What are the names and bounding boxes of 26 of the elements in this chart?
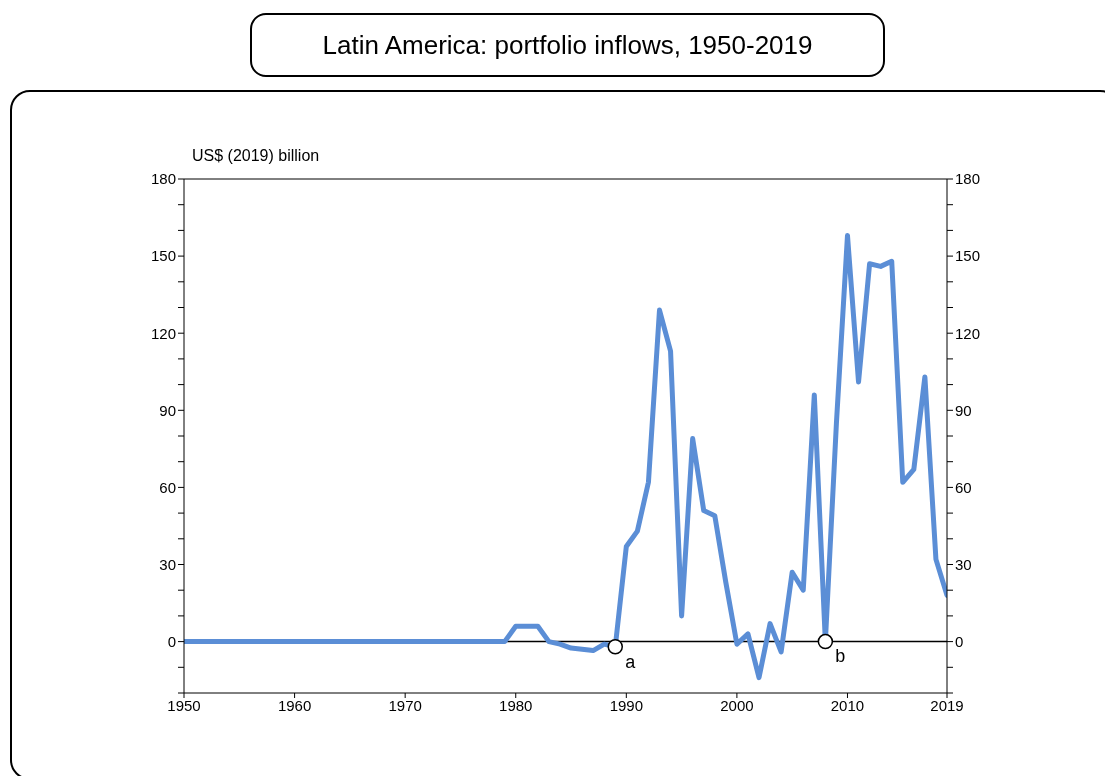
y2-tick-label: 60: [955, 478, 972, 496]
x-tick-label: 1970: [388, 696, 422, 714]
y-tick-label: 120: [150, 324, 176, 342]
x-tick-label: 1950: [167, 696, 201, 714]
y2-tick-label: 120: [955, 324, 981, 342]
y-axis-title: US$ (2019) billion: [192, 147, 320, 164]
y2-tick-label: 180: [955, 170, 981, 188]
x-tick-label: 2010: [830, 696, 865, 714]
y2-tick-label: 0: [955, 632, 964, 650]
x-tick-label: 1990: [609, 696, 644, 714]
y2-tick-label: 30: [955, 555, 972, 573]
y-tick-label: 0: [167, 632, 176, 650]
y-tick-label: 150: [150, 247, 176, 265]
x-tick-label: 1960: [277, 696, 312, 714]
x-tick-label: 2000: [720, 696, 754, 714]
annotation: a: [625, 651, 637, 672]
x-tick-label: 2019: [930, 696, 964, 714]
y-tick-label: 60: [159, 478, 176, 496]
y-tick-label: 90: [159, 401, 176, 419]
y2-tick-label: 150: [955, 247, 981, 265]
y-tick-label: 30: [159, 555, 176, 573]
y2-tick-label: 90: [955, 401, 972, 419]
y-tick-label: 180: [150, 170, 176, 188]
annotation: b: [835, 646, 846, 667]
x-tick-label: 1980: [499, 696, 533, 714]
chart-title: Latin America: portfolio inflows, 1950-2019: [322, 29, 813, 61]
